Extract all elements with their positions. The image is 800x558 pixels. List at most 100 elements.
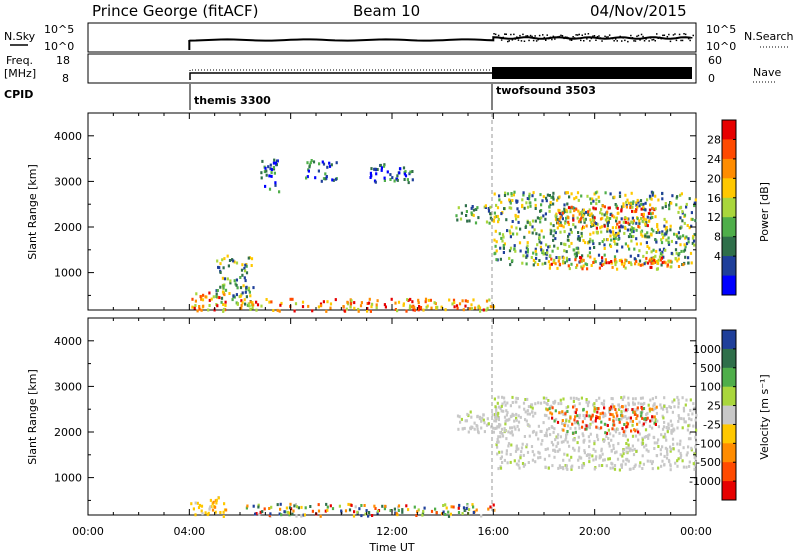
- data-cell: [549, 222, 552, 226]
- data-cell: [641, 402, 644, 406]
- data-cell: [620, 463, 624, 467]
- data-cell: [631, 444, 634, 448]
- data-cell: [546, 249, 549, 253]
- data-cell: [621, 398, 624, 401]
- data-cell: [542, 249, 545, 253]
- data-cell: [598, 464, 601, 468]
- data-cell: [582, 439, 585, 443]
- data-cell: [574, 421, 577, 425]
- data-cell: [653, 447, 656, 450]
- data-cell: [373, 167, 376, 171]
- data-cell: [306, 175, 309, 179]
- data-cell: [534, 249, 537, 253]
- data-cell: [664, 435, 667, 439]
- data-cell: [664, 261, 667, 265]
- data-cell: [540, 216, 543, 220]
- data-cell: [646, 231, 649, 235]
- data-cell: [676, 234, 679, 238]
- nsearch-point: [607, 36, 609, 38]
- nsearch-point: [543, 36, 545, 39]
- data-cell: [506, 192, 510, 196]
- data-cell: [593, 192, 596, 196]
- data-cell: [679, 456, 682, 460]
- data-cell: [651, 191, 655, 195]
- data-cell: [549, 203, 552, 206]
- data-cell: [562, 225, 565, 229]
- nsearch-label: N.Search: [744, 30, 794, 43]
- data-cell: [442, 504, 445, 507]
- data-cell: [635, 201, 638, 205]
- data-cell: [217, 496, 220, 500]
- data-cell: [493, 415, 497, 419]
- data-cell: [675, 203, 678, 207]
- data-cell: [549, 411, 552, 415]
- data-cell: [627, 235, 631, 239]
- colorbar-tick-label: 20: [707, 172, 721, 185]
- data-cell: [228, 292, 231, 295]
- nsearch-point: [592, 35, 594, 37]
- data-cell: [577, 458, 580, 462]
- data-cell: [409, 304, 412, 308]
- data-cell: [679, 206, 682, 210]
- data-cell: [621, 454, 624, 458]
- data-cell: [222, 510, 225, 514]
- data-cell: [521, 462, 525, 465]
- cpid-label: CPID: [4, 88, 33, 101]
- data-cell: [472, 511, 475, 514]
- data-cell: [591, 222, 594, 226]
- data-cell: [575, 251, 578, 255]
- data-cell: [495, 240, 498, 244]
- data-cell: [692, 408, 695, 412]
- data-cell: [645, 221, 648, 225]
- data-cell: [634, 434, 638, 438]
- data-cell: [633, 227, 636, 231]
- data-cell: [435, 511, 438, 515]
- data-cell: [208, 298, 211, 302]
- colorbar-segment: [722, 197, 736, 218]
- data-cell: [458, 415, 461, 419]
- data-cell: [637, 254, 640, 258]
- data-cell: [622, 449, 625, 453]
- data-cell: [269, 512, 272, 516]
- data-cell: [459, 420, 462, 424]
- data-cell: [588, 460, 591, 464]
- data-cell: [518, 241, 522, 245]
- data-cell: [244, 302, 247, 306]
- data-cell: [620, 410, 623, 414]
- data-cell: [693, 406, 696, 410]
- nsearch-point: [619, 35, 621, 38]
- data-cell: [200, 509, 203, 513]
- data-cell: [612, 237, 616, 241]
- data-cell: [531, 219, 535, 223]
- data-cell: [669, 406, 672, 409]
- nsearch-point: [528, 39, 530, 42]
- data-cell: [642, 254, 645, 258]
- data-cell: [600, 401, 603, 405]
- data-cell: [550, 195, 553, 199]
- data-cell: [539, 455, 542, 459]
- data-cell: [239, 294, 242, 298]
- data-cell: [525, 246, 528, 250]
- data-cell: [651, 261, 654, 265]
- data-cell: [582, 264, 585, 268]
- data-cell: [594, 207, 597, 211]
- data-cell: [493, 252, 496, 256]
- data-cell: [482, 413, 485, 417]
- data-cell: [591, 454, 594, 458]
- data-cell: [557, 441, 560, 445]
- data-cell: [505, 449, 508, 453]
- data-cell: [630, 263, 633, 267]
- data-cell: [513, 459, 516, 463]
- data-cell: [629, 416, 632, 420]
- data-cell: [690, 211, 693, 215]
- data-cell: [222, 266, 225, 270]
- data-cell: [648, 246, 651, 250]
- data-cell: [655, 405, 658, 409]
- data-cell: [651, 193, 654, 197]
- data-cell: [676, 195, 679, 199]
- data-cell: [508, 198, 511, 202]
- data-cell: [682, 263, 685, 267]
- data-cell: [598, 456, 601, 460]
- data-cell: [613, 423, 616, 427]
- data-cell: [691, 241, 694, 245]
